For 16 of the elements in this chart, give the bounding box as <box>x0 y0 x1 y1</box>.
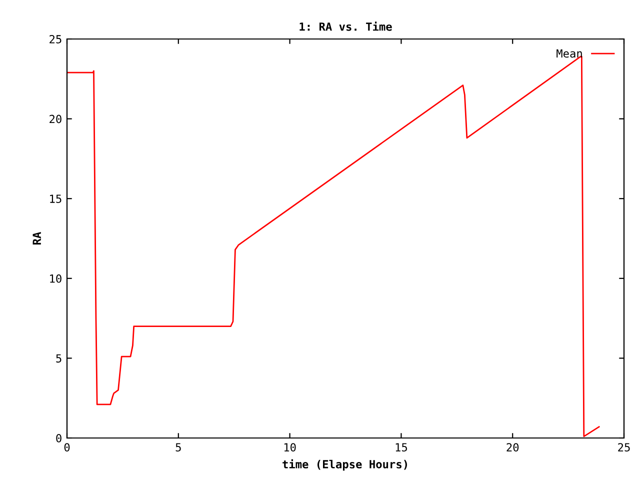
y-tick-label: 10 <box>50 274 62 283</box>
y-tick-label: 15 <box>50 194 62 204</box>
y-tick-label: 20 <box>50 114 62 124</box>
x-tick-label: 25 <box>618 443 630 452</box>
x-tick-label: 0 <box>64 443 70 452</box>
x-tick-label: 5 <box>176 443 181 452</box>
chart-title: 1: RA vs. Time <box>300 22 392 31</box>
x-tick-label: 15 <box>396 443 407 452</box>
y-tick-label: 25 <box>50 35 62 44</box>
y-tick-label: 0 <box>56 434 62 442</box>
x-axis-title: time (Elapse Hours) <box>282 459 407 471</box>
y-axis-title: RA <box>32 232 41 244</box>
y-tick-label: 5 <box>56 354 62 363</box>
x-tick-label: 10 <box>284 443 296 452</box>
x-tick-label: 20 <box>506 443 519 452</box>
legend-label: Mean <box>556 49 582 58</box>
